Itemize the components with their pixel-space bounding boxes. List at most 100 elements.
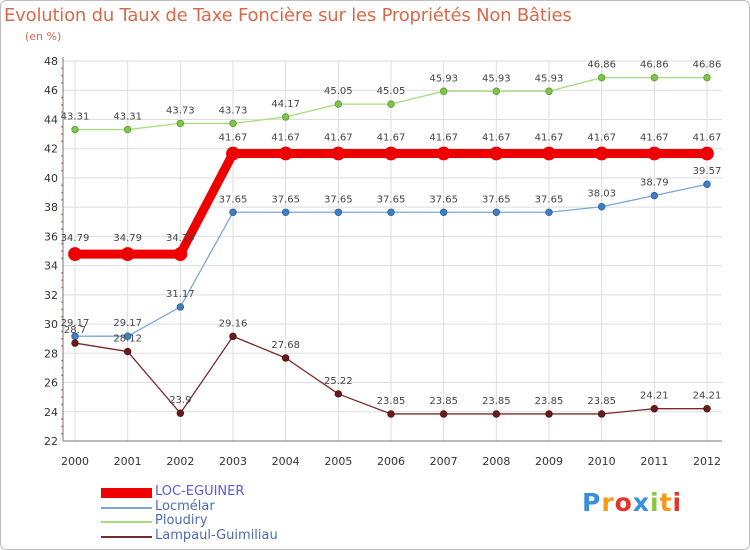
chart-title: Evolution du Taux de Taxe Foncière sur l…: [4, 5, 572, 26]
axes: 22 24 26 28 30 32 34 36 38 40 42 44 46 48 2000 2001 2002…: [44, 55, 722, 468]
y-minor-tick: [61, 155, 63, 157]
data-label: 37.65: [482, 194, 511, 205]
data-label: 41.67: [271, 133, 300, 144]
proxiti-logo: Proxiti: [582, 488, 682, 517]
y-minor-tick: [61, 359, 63, 362]
data-label: 37.65: [324, 194, 353, 205]
data-label: 41.67: [640, 133, 669, 144]
y-minor-tick: [61, 337, 63, 340]
logo-letter: r: [601, 488, 615, 517]
legend-label: Locmélar: [155, 499, 215, 514]
data-label: 23.85: [587, 396, 616, 407]
data-point: [176, 303, 185, 311]
data-label: 43.73: [166, 105, 195, 116]
y-tick-label: 42: [44, 143, 58, 156]
data-point: [281, 208, 290, 216]
data-point: [492, 410, 501, 418]
data-label: 41.67: [693, 133, 722, 144]
data-label: 34.79: [166, 233, 195, 244]
data-label: 23.85: [535, 396, 564, 407]
data-label: 37.65: [219, 194, 248, 205]
data-label: 43.31: [61, 112, 90, 123]
y-minor-tick: [61, 213, 63, 216]
y-tick-label: 38: [44, 201, 58, 214]
y-tick-label: 40: [44, 172, 58, 185]
data-point: [597, 410, 606, 418]
data-label: 37.65: [429, 194, 458, 205]
x-tick-label: 2006: [377, 455, 405, 468]
data-label: 23.85: [429, 396, 458, 407]
data-point: [436, 146, 451, 161]
data-label: 46.86: [587, 60, 616, 71]
data-label: 23.85: [377, 396, 406, 407]
data-point: [334, 100, 343, 108]
y-minor-tick: [61, 103, 63, 106]
data-point: [439, 208, 448, 216]
data-label: 25.22: [324, 376, 353, 387]
y-minor-tick: [61, 162, 63, 165]
data-point: [71, 339, 79, 347]
data-label: 38.79: [640, 178, 669, 189]
y-tick-label: 44: [44, 113, 58, 126]
y-minor-tick: [61, 418, 63, 420]
logo-letter: o: [614, 488, 633, 517]
x-tick-label: 2009: [535, 455, 563, 468]
data-label: 29.16: [219, 318, 248, 329]
data-label: 41.67: [587, 133, 616, 144]
data-point: [71, 125, 79, 134]
series-lines: [68, 73, 714, 418]
data-point: [176, 119, 185, 128]
data-label: 41.67: [535, 133, 564, 144]
y-tick-label: 26: [44, 377, 58, 390]
data-label: 37.65: [271, 194, 300, 205]
data-label: 41.67: [219, 133, 248, 144]
data-label: 23.9: [169, 395, 191, 406]
data-label: 31.17: [166, 289, 195, 300]
data-point: [650, 191, 659, 200]
y-minor-tick: [61, 425, 63, 428]
logo-letter: i: [672, 488, 683, 517]
data-label: 46.86: [640, 60, 669, 71]
data-point: [331, 146, 346, 161]
data-point: [597, 203, 606, 211]
data-point: [594, 146, 609, 161]
legend-label: Ploudiry: [155, 513, 208, 528]
data-point: [384, 146, 398, 161]
y-minor-tick: [61, 330, 63, 333]
x-tick-label: 2012: [693, 455, 721, 468]
data-label: 45.93: [429, 73, 458, 84]
y-minor-tick: [61, 367, 63, 369]
y-minor-tick: [61, 301, 63, 304]
data-point: [278, 146, 293, 161]
data-label: 37.65: [377, 194, 406, 205]
data-label: 44.17: [271, 99, 300, 110]
y-minor-tick: [61, 169, 63, 172]
data-label: 41.67: [429, 133, 458, 144]
y-minor-tick: [61, 74, 63, 77]
y-minor-tick: [61, 403, 63, 406]
y-tick-label: 30: [44, 318, 58, 331]
legend-label: Lampaul-Guimiliau: [155, 528, 278, 543]
x-tick-label: 2000: [61, 455, 89, 468]
data-point: [229, 332, 237, 341]
logo-letter: x: [632, 488, 650, 517]
data-point: [489, 146, 504, 161]
y-minor-tick: [61, 133, 63, 135]
logo-letter: t: [659, 488, 673, 517]
data-point: [542, 146, 556, 161]
data-label: 45.05: [324, 86, 353, 97]
y-minor-tick: [61, 140, 63, 143]
data-label: 38.03: [587, 189, 616, 200]
y-minor-tick: [61, 286, 63, 289]
y-minor-tick: [61, 220, 63, 223]
x-tick-label: 2001: [114, 455, 142, 468]
y-tick-label: 22: [44, 435, 58, 448]
y-minor-tick: [61, 67, 63, 70]
data-point: [545, 208, 553, 216]
data-labels: 34.79 34.79 34.79 41.67 41.67 41.67 41.67 41.67…: [61, 60, 722, 407]
data-label: 29.17: [113, 318, 142, 329]
data-label: 43.73: [219, 105, 248, 116]
y-minor-tick: [61, 111, 63, 114]
